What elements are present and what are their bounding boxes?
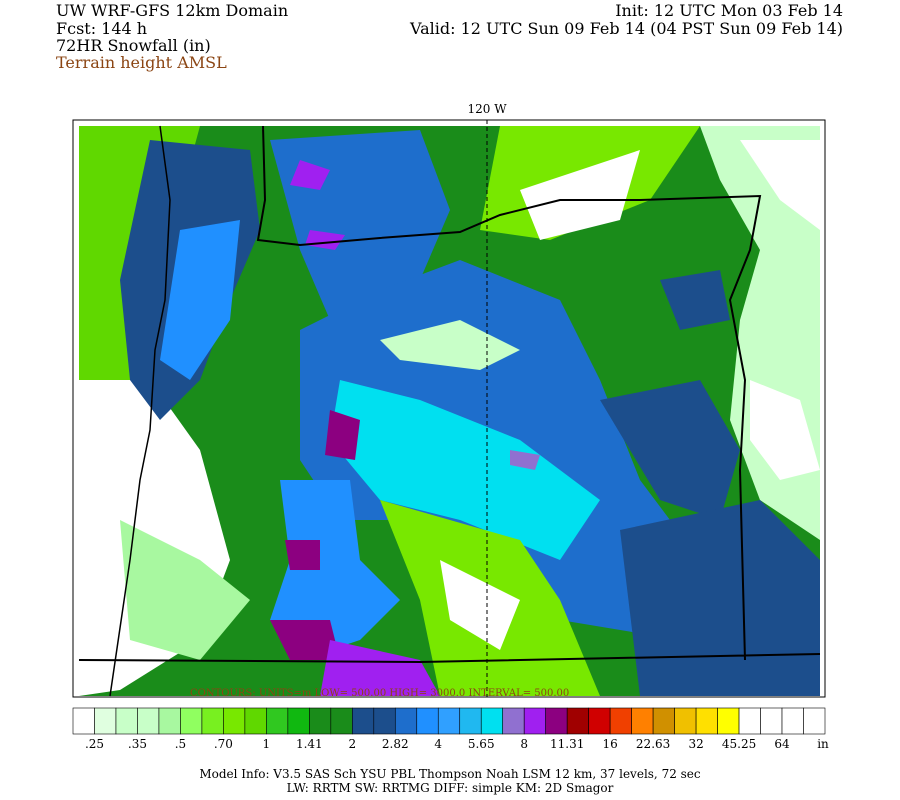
colorbar-cell <box>738 707 761 735</box>
colorbar-cell <box>115 707 138 735</box>
colorbar-cell <box>609 707 632 735</box>
colorbar-cell <box>266 707 289 735</box>
colorbar-cell <box>309 707 332 735</box>
map-field: CONTOURS: UNITS=m LOW= 500.00 HIGH= 3000… <box>72 119 826 699</box>
colorbar-label: 5.65 <box>468 737 495 751</box>
colorbar-cell <box>180 707 203 735</box>
colorbar-cell <box>545 707 568 735</box>
colorbar-cell <box>94 707 117 735</box>
contours-label: CONTOURS: UNITS=m LOW= 500.00 HIGH= 3000… <box>190 688 569 699</box>
colorbar-label: 32 <box>688 737 703 751</box>
field-name: 72HR Snowfall (in) <box>56 36 211 55</box>
model-physics: LW: RRTM SW: RRTMG DIFF: simple KM: 2D S… <box>287 781 614 795</box>
colorbar-cell <box>588 707 611 735</box>
contour-field: Terrain height AMSL <box>56 53 227 72</box>
colorbar-cell <box>480 707 504 735</box>
colorbar-cell <box>330 707 353 735</box>
colorbar-label: 64 <box>774 737 790 751</box>
init-time: Init: 12 UTC Mon 03 Feb 14 <box>615 1 843 20</box>
valid-time: Valid: 12 UTC Sun 09 Feb 14 (04 PST Sun … <box>409 19 843 38</box>
colorbar-cell <box>437 707 461 735</box>
meridian-label: 120 W <box>467 102 507 116</box>
colorbar-cell <box>717 707 740 735</box>
colorbar-cell <box>416 707 439 735</box>
colorbar: .25 .35 .5 .70 1 1.41 2 2.82 4 5.65 8 11.31 16 22.63 3… <box>72 707 829 751</box>
colorbar-unit: in <box>817 737 829 751</box>
colorbar-label: 1.41 <box>296 737 323 751</box>
forecast-hour: Fcst: 144 h <box>56 19 147 38</box>
colorbar-label: .25 <box>85 737 104 751</box>
colorbar-cell <box>394 707 418 735</box>
colorbar-cell <box>287 707 310 735</box>
colorbar-cell <box>652 707 675 735</box>
colorbar-cell <box>352 707 375 735</box>
colorbar-label: 45.25 <box>722 737 756 751</box>
title: UW WRF-GFS 12km Domain <box>56 1 288 20</box>
colorbar-label: .5 <box>175 737 186 751</box>
colorbar-cell <box>137 707 160 735</box>
colorbar-label: 2 <box>348 737 356 751</box>
colorbar-cell <box>566 707 589 735</box>
colorbar-label: 1 <box>263 737 271 751</box>
colorbar-cell <box>631 707 654 735</box>
model-info: Model Info: V3.5 SAS Sch YSU PBL Thompso… <box>199 767 701 781</box>
colorbar-cell <box>523 707 546 735</box>
colorbar-label: 8 <box>520 737 528 751</box>
colorbar-cell <box>674 707 697 735</box>
colorbar-cell <box>695 707 718 735</box>
colorbar-cell <box>158 707 181 735</box>
colorbar-cell <box>373 707 396 735</box>
colorbar-label: .35 <box>128 737 147 751</box>
colorbar-cell <box>223 707 246 735</box>
colorbar-cell <box>244 707 267 735</box>
colorbar-cell <box>459 707 482 735</box>
colorbar-label: 2.82 <box>382 737 409 751</box>
colorbar-label: .70 <box>214 737 233 751</box>
colorbar-cell <box>72 707 95 735</box>
colorbar-cell <box>760 707 783 735</box>
colorbar-label: 11.31 <box>550 737 584 751</box>
colorbar-label: 4 <box>434 737 442 751</box>
colorbar-label: 16 <box>603 737 618 751</box>
colorbar-cell <box>803 707 826 735</box>
colorbar-cell <box>201 707 224 735</box>
colorbar-label: 22.63 <box>636 737 670 751</box>
colorbar-cell <box>502 707 525 735</box>
colorbar-cell <box>781 707 804 735</box>
